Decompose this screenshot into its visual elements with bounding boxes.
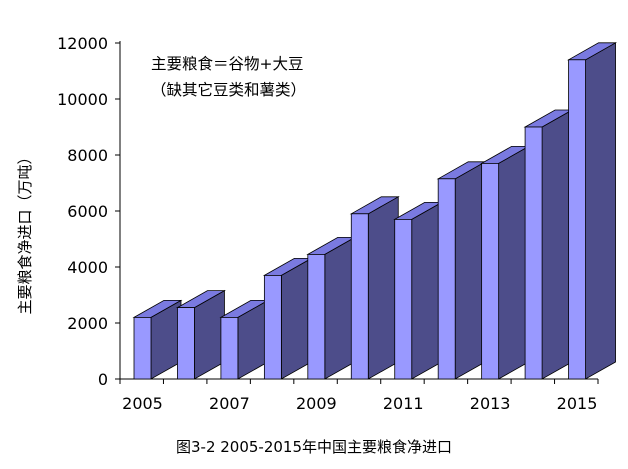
bar <box>219 299 270 380</box>
bar <box>436 161 487 380</box>
chart-axes <box>115 41 599 384</box>
y-axis-label: 主要粮食净进口（万吨） <box>16 149 34 314</box>
chart-bars <box>132 42 618 380</box>
bar-side-face <box>411 201 443 380</box>
x-tick-label: 2005 <box>122 394 163 413</box>
bar-side-face <box>498 145 530 380</box>
x-tick-label: 2015 <box>557 394 598 413</box>
y-tick-label: 2000 <box>67 314 108 333</box>
bar-front-face <box>481 162 500 380</box>
y-tick-label: 0 <box>98 370 108 389</box>
x-tick-labels: 2005 2007 2009 2011 2013 2015 <box>122 394 597 413</box>
bar-front-face <box>568 59 586 380</box>
y-tick-label: 10000 <box>57 90 108 109</box>
bar-side-face <box>585 42 616 380</box>
bar-front-face <box>350 213 369 380</box>
bar-front-face <box>177 307 195 380</box>
bar-side-face <box>454 161 486 380</box>
y-tick-labels: 0 2000 4000 6000 8000 10000 12000 <box>57 34 108 389</box>
bar <box>132 299 183 380</box>
x-tick-label: 2007 <box>209 394 250 413</box>
y-tick-label: 4000 <box>67 258 108 277</box>
bar <box>567 42 618 380</box>
bar <box>306 236 357 380</box>
bar-front-face <box>307 253 326 380</box>
bar-front-face <box>394 218 413 380</box>
y-tick-label: 8000 <box>67 146 108 165</box>
bar-side-face <box>541 109 573 380</box>
bar-front-face <box>524 126 543 380</box>
bar <box>480 145 531 380</box>
bar-front-face <box>133 316 152 380</box>
bar <box>393 201 444 380</box>
y-tick-label: 6000 <box>67 202 108 221</box>
chart-caption: 图3-2 2005-2015年中国主要粮食净进口 <box>175 438 453 456</box>
bar-side-face <box>280 257 312 380</box>
x-tick-label: 2009 <box>296 394 337 413</box>
bar <box>262 257 313 380</box>
annotation-line-1: 主要粮食＝谷物+大豆 <box>151 55 304 73</box>
annotation-line-2: （缺其它豆类和薯类） <box>151 81 306 99</box>
bar-side-face <box>367 196 399 380</box>
bar-front-face <box>263 274 282 380</box>
bar-front-face <box>220 316 239 380</box>
y-tick-label: 12000 <box>57 34 108 53</box>
bar <box>349 196 400 380</box>
x-tick-label: 2013 <box>470 394 511 413</box>
x-tick-label: 2011 <box>383 394 424 413</box>
bar <box>523 109 574 380</box>
bar-front-face <box>437 178 456 380</box>
bar-side-face <box>324 236 356 380</box>
bar <box>175 289 226 380</box>
